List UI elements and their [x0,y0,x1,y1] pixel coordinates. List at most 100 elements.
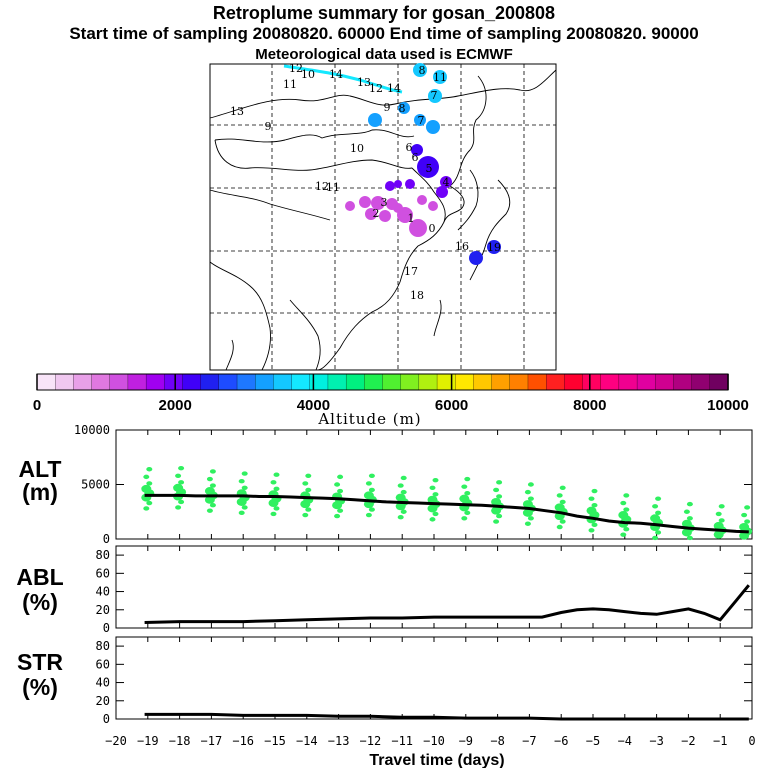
x-tick-label: −18 [169,734,191,748]
x-tick-label: −17 [201,734,223,748]
alt-plume-dot [618,511,629,520]
str-label: STR [17,649,63,675]
colorbar-tick-label: 8000 [573,397,606,414]
alt-plume-dot [655,496,662,501]
colorbar-cell [309,373,329,391]
plume-marker [433,70,447,84]
alt-plume-dot [400,489,407,495]
trajectory-label: 13 [357,76,371,89]
colorbar-cell [291,373,311,391]
colorbar-cell [600,373,620,391]
trajectory-label: 17 [404,265,418,278]
alt-plume-dot [744,519,751,524]
alt-plume-dot [175,505,182,510]
colorbar-cell [145,373,165,391]
plume-marker [417,156,439,178]
plume-marker [469,251,483,265]
str-panel: 80 60 40 20 0 [96,636,753,726]
x-tick-label: −8 [490,734,504,748]
plume-marker [359,196,371,208]
plume-marker [368,113,382,127]
trajectory-label: 7 [431,89,438,102]
plume-marker [440,176,452,188]
alt-plume-dot [683,509,690,514]
trajectory-label: 6 [406,141,413,154]
alt-plume-dot [556,493,563,498]
colorbar-tick-label: 10000 [707,397,749,414]
x-tick-label: 0 [748,734,755,748]
colorbar-cell [564,373,584,391]
alt-panel: 10000 5000 0 [74,423,753,546]
alt-plume-dot [141,484,152,493]
x-tick-label: −14 [296,734,318,748]
trajectory-label: 11 [433,71,447,84]
sampling-times: Start time of sampling 20080820. 60000 E… [69,24,699,43]
plume-marker [393,203,403,213]
colorbar-cell [691,373,711,391]
altitude-colorbar: 0 2000 4000 6000 8000 10000 Altitude (m) [33,373,749,428]
alt-plume-dot [206,476,213,482]
alt-plume-dot [146,467,153,472]
alt-plume-dot [620,500,627,506]
alt-plume-dot [204,487,215,496]
colorbar-cell [673,373,693,391]
alt-plume-dot [337,488,344,494]
alt-plume-dot [556,524,563,530]
alt-plume-dot [554,503,565,512]
alt-plume-dot [524,489,531,495]
alt-plume-dot [559,519,566,524]
trajectory-streak [283,64,403,94]
alt-plume-dot [496,494,503,499]
abl-y-tick-label: 40 [96,585,110,599]
alt-plume-dot [655,530,662,535]
alt-plume-dot [270,511,277,517]
str-y-tick-label: 40 [96,676,110,690]
page-title: Retroplume summary for gosan_200808 [212,3,556,23]
alt-plume-dot [652,504,659,509]
abl-y-tick-label: 0 [103,621,110,635]
alt-plume-dot [459,494,470,503]
plume-marker [417,195,427,205]
alt-plume-dot [209,503,216,508]
colorbar-tick-label: 4000 [297,397,330,414]
trajectory-label: 1 [408,212,415,225]
colorbar-cell [345,373,365,391]
colorbar-cell [127,373,147,391]
colorbar-cell [509,373,529,391]
colorbar-cell [400,373,420,391]
x-tick-label: −1 [713,734,727,748]
plume-marker [394,180,402,188]
trajectory-label: 4 [443,176,450,189]
x-tick-label: −6 [554,734,568,748]
plume-marker [487,240,501,254]
alt-plume-dot [305,507,312,512]
alt-plume-dot [209,469,216,474]
alt-plume-dot [397,483,404,488]
x-tick-label: −2 [681,734,695,748]
str-unit-label: (%) [22,674,58,700]
colorbar-cell [655,373,675,391]
alt-y-tick-label: 5000 [81,478,110,492]
x-tick-label: −3 [649,734,663,748]
alt-plume-dot [368,473,375,478]
x-tick-label: −20 [105,734,127,748]
map-gridlines [210,64,556,370]
alt-plume-dot [522,500,533,509]
trajectory-label: 12 [315,180,329,193]
alt-plume-dot [461,516,468,521]
trajectory-label: 19 [487,241,501,254]
alt-plume-dot [273,472,280,477]
abl-y-tick-label: 60 [96,566,110,580]
alt-plume-dot [464,510,471,516]
alt-unit-label: (m) [22,479,58,505]
alt-plume-dot [718,504,725,509]
alt-label: ALT [18,456,61,482]
trajectory-label: 9 [384,101,391,114]
plume-marker [371,196,385,210]
alt-plume-dot [397,515,404,520]
alt-plume-dot [527,482,534,487]
alt-plume-dot [718,518,725,523]
alt-plume-dot [586,506,597,515]
